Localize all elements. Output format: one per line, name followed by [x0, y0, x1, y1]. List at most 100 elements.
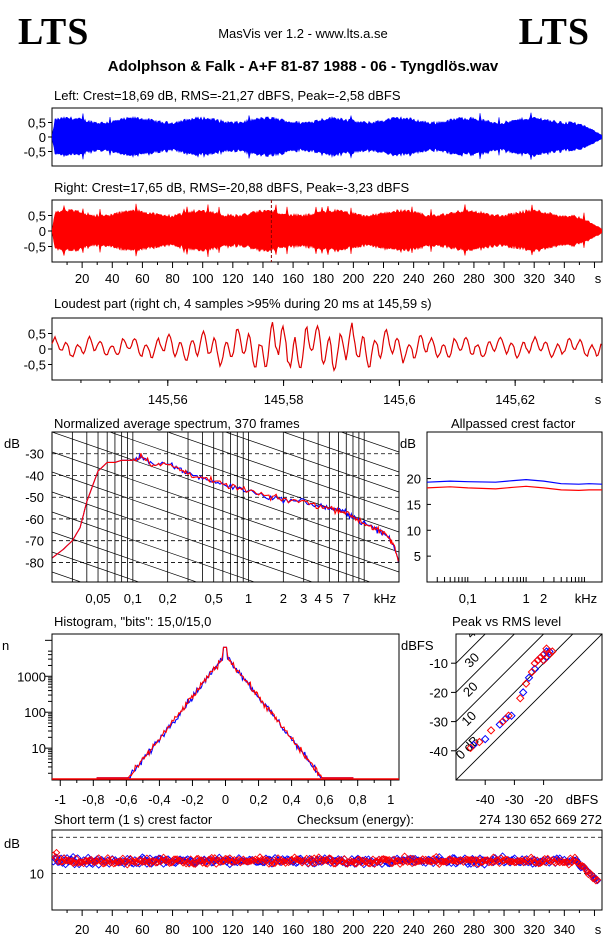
peak_vs_rms-point-right	[515, 693, 525, 703]
peak_vs_rms-diagonal-label: 40	[463, 620, 484, 641]
right_waveform-xtick-label: 340	[553, 271, 575, 286]
allpassed_crest-ytick-label: 15	[407, 497, 421, 512]
short_term_crest-point-right	[590, 873, 599, 882]
short_term_crest-point-right	[476, 856, 484, 864]
allpassed_crest-xtick-label: 2	[540, 591, 547, 606]
short_term_crest-point-right	[563, 858, 572, 867]
histogram-ylabel: n	[2, 638, 9, 653]
short_term_crest-point-right	[432, 853, 440, 861]
short_term_crest-point-right	[592, 876, 600, 885]
short_term_crest-xtick-label: 340	[553, 922, 575, 937]
short_term_crest-point-right	[295, 856, 303, 865]
spectrum-diagonal	[52, 511, 256, 582]
peak_vs_rms-ytick-label: -20	[429, 685, 448, 700]
short_term_crest-point-right	[471, 856, 480, 864]
short_term_crest-point-right	[581, 865, 590, 873]
short_term_crest-point-right	[128, 857, 136, 865]
spectrum-diagonal	[52, 451, 399, 573]
peak_vs_rms-diagonal-label: 10	[458, 708, 479, 729]
short_term_crest-point-right	[189, 860, 198, 868]
histogram-title: Histogram, "bits": 15,0/15,0	[54, 614, 211, 629]
loudest_part-ytick-label: -0,5	[24, 358, 46, 373]
peak_vs_rms-point-right	[539, 656, 548, 665]
version-label: MasVis ver 1.2 - www.lts.a.se	[218, 26, 388, 41]
spectrum-title: Normalized average spectrum, 370 frames	[54, 416, 300, 431]
histogram-xtick-label: 0,8	[349, 792, 367, 807]
short_term_crest-point-right	[52, 851, 58, 859]
spectrum-xtick-label: 4	[315, 591, 322, 606]
peak_vs_rms-point-right	[533, 656, 543, 665]
spectrum-xtick-label: 1	[245, 591, 252, 606]
right_waveform-xtick-label: 220	[373, 271, 395, 286]
right_waveform-ytick-label: 0,5	[28, 209, 46, 224]
spectrum-diagonal	[166, 432, 399, 513]
short_term_crest-xtick-label: 100	[192, 922, 214, 937]
spectrum-diagonal	[397, 432, 399, 433]
peak_vs_rms-point-left	[495, 720, 505, 729]
histogram-xtick-label: 1	[387, 792, 394, 807]
peak_vs_rms-ytick-label: -40	[429, 744, 448, 759]
peak_vs_rms-point-right	[539, 650, 548, 659]
short_term_crest-point-right	[412, 858, 421, 866]
right_waveform-xunit: s	[595, 271, 602, 286]
histogram-right-line	[96, 646, 354, 779]
peak_vs_rms-point-left	[501, 714, 510, 723]
short_term_crest-point-right	[52, 848, 61, 857]
peak_vs_rms-diagonal-label: 30	[461, 650, 482, 671]
spectrum-xtick-label: 5	[326, 591, 333, 606]
allpassed_crest-xtick-label: 0,1	[459, 591, 477, 606]
histogram-xtick-label: -0,8	[82, 792, 104, 807]
spectrum-diagonal	[282, 432, 399, 473]
spectrum-diagonal	[52, 192, 399, 312]
peak_vs_rms-frame	[455, 633, 603, 781]
short_term_crest-point-right	[221, 854, 230, 863]
histogram-ytick-label: 10	[32, 741, 46, 756]
short_term_crest-xtick-label: 240	[403, 922, 425, 937]
spectrum-ytick-label: -40	[25, 468, 44, 483]
short_term_crest-point-right	[269, 859, 278, 868]
short_term_crest-point-right	[191, 860, 199, 868]
allpassed_crest-xunit: kHz	[575, 591, 597, 606]
short_term_crest-xtick-label: 260	[433, 922, 455, 937]
short_term_crest-point-right	[569, 856, 578, 864]
right_waveform-xtick-label: 160	[282, 271, 304, 286]
short_term_crest-point-right	[568, 858, 576, 867]
short_term_crest-xtick-label: 180	[312, 922, 334, 937]
peak_vs_rms-point-left	[518, 688, 528, 697]
spectrum-xtick-label: 7	[343, 591, 350, 606]
lts-logo-right: LTS	[518, 11, 590, 53]
short_term_crest-ytick-label: 10	[30, 867, 44, 882]
histogram-frame	[51, 633, 400, 781]
peak_vs_rms-point-left	[480, 734, 490, 744]
peak_vs_rms-point-right	[530, 658, 540, 668]
short_term_crest-xtick-label: 220	[373, 922, 395, 937]
allpassed_crest-frame	[426, 431, 603, 583]
right_waveform-waveform-group	[52, 203, 602, 257]
short_term_crest-point-right	[450, 856, 459, 865]
short_term_crest-point-right	[180, 856, 189, 865]
short_term_crest-xtick-label: 300	[493, 922, 515, 937]
loudest_part-xtick-label: 145,56	[148, 392, 188, 407]
short_term_crest-point-right	[186, 855, 195, 863]
right_waveform-xtick-label: 60	[135, 271, 149, 286]
histogram-xtick-label: 0,2	[250, 792, 268, 807]
spectrum-diagonal	[52, 612, 399, 732]
short_term_crest-point-right	[381, 855, 389, 863]
short_term_crest-point-right	[593, 876, 602, 884]
loudest_part-title: Loudest part (right ch, 4 samples >95% d…	[54, 296, 432, 311]
short_term_crest-point-right	[572, 858, 581, 866]
histogram-plot	[52, 646, 399, 780]
histogram-ytick-label: 100	[24, 705, 46, 720]
short_term_crest-point-right	[342, 859, 350, 868]
peak_vs_rms-xtick-label: -40	[476, 792, 495, 807]
allpassed_crest-xtick-label: 1	[522, 591, 529, 606]
allpassed_crest-ytick-label: 20	[407, 472, 421, 487]
peak_vs_rms-diagonal-label: 20	[460, 679, 481, 700]
peak_vs_rms-title: Peak vs RMS level	[452, 614, 561, 629]
peak_vs_rms-point-right	[542, 644, 551, 653]
peak_vs_rms-xunit: dBFS	[566, 792, 599, 807]
allpassed_crest-ytick-label: 10	[407, 523, 421, 538]
short_term_crest-point-right	[483, 856, 492, 864]
loudest_part-xtick-label: 145,6	[383, 392, 416, 407]
